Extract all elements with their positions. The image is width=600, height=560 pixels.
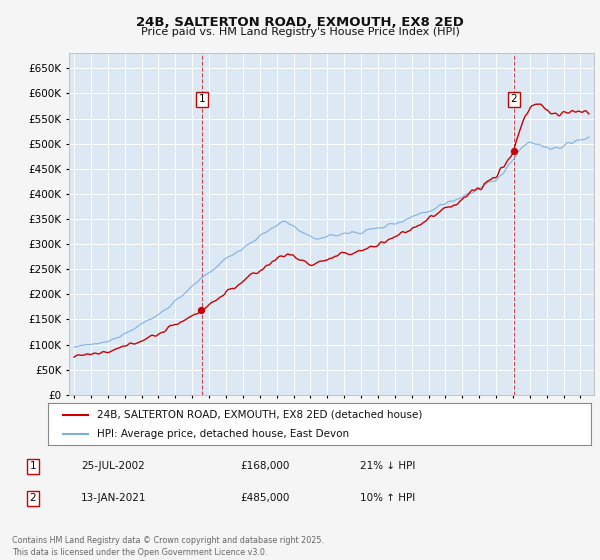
Text: 24B, SALTERTON ROAD, EXMOUTH, EX8 2ED: 24B, SALTERTON ROAD, EXMOUTH, EX8 2ED (136, 16, 464, 29)
Text: 13-JAN-2021: 13-JAN-2021 (81, 493, 146, 503)
Text: 2: 2 (511, 94, 517, 104)
Text: 2: 2 (29, 493, 37, 503)
Point (509, 147, 518, 156)
Text: £168,000: £168,000 (240, 461, 289, 471)
Text: 1: 1 (29, 461, 37, 471)
Text: HPI: Average price, detached house, East Devon: HPI: Average price, detached house, East… (97, 429, 349, 439)
Text: 24B, SALTERTON ROAD, EXMOUTH, EX8 2ED (detached house): 24B, SALTERTON ROAD, EXMOUTH, EX8 2ED (d… (97, 409, 422, 419)
Text: 21% ↓ HPI: 21% ↓ HPI (360, 461, 415, 471)
Point (196, 306, 206, 315)
Text: 1: 1 (199, 94, 205, 104)
Text: Contains HM Land Registry data © Crown copyright and database right 2025.
This d: Contains HM Land Registry data © Crown c… (12, 536, 324, 557)
Text: Price paid vs. HM Land Registry's House Price Index (HPI): Price paid vs. HM Land Registry's House … (140, 27, 460, 37)
Text: £485,000: £485,000 (240, 493, 289, 503)
Text: 25-JUL-2002: 25-JUL-2002 (81, 461, 145, 471)
Text: 10% ↑ HPI: 10% ↑ HPI (360, 493, 415, 503)
